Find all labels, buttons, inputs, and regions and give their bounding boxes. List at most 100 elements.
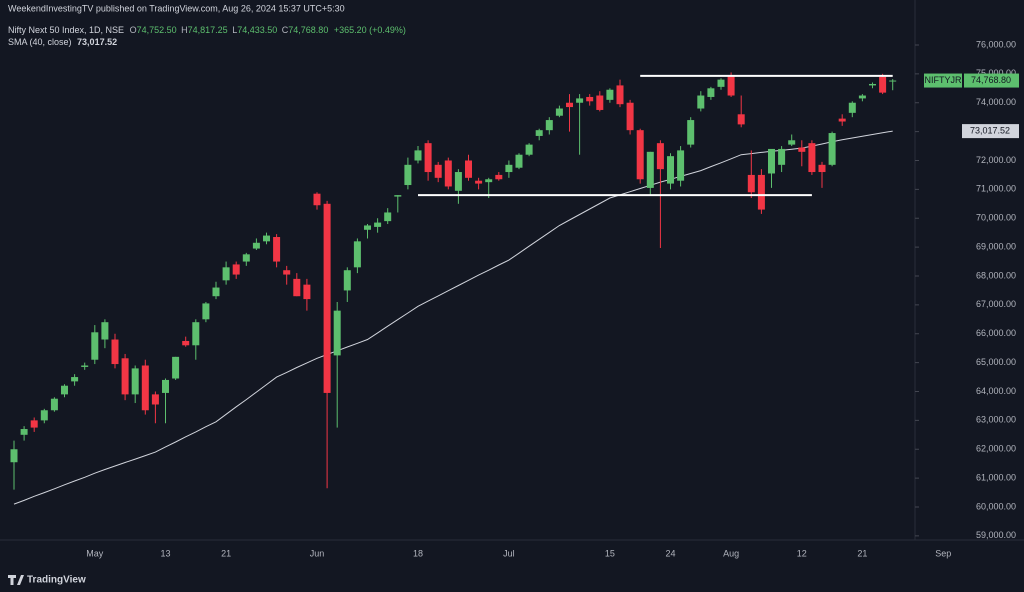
candle-body bbox=[242, 254, 250, 262]
y-tick-label: 64,000.00 bbox=[976, 386, 1016, 396]
publish-header: WeekendInvestingTV published on TradingV… bbox=[8, 3, 345, 13]
candle-body bbox=[273, 237, 281, 262]
candle-body bbox=[151, 394, 159, 405]
x-tick-label: May bbox=[86, 548, 104, 558]
candle-body bbox=[697, 95, 705, 109]
candle-body bbox=[374, 222, 382, 227]
candle-body bbox=[869, 83, 876, 86]
y-tick-label: 72,000.00 bbox=[976, 155, 1016, 165]
candle-body bbox=[727, 75, 735, 96]
symbol-label: NIFTYJR bbox=[925, 75, 962, 85]
y-tick-label: 76,000.00 bbox=[976, 39, 1016, 49]
sma-legend: SMA (40, close) 73,017.52 bbox=[8, 37, 117, 47]
y-tick-label: 67,000.00 bbox=[976, 299, 1016, 309]
candle-body bbox=[505, 164, 513, 173]
candle-body bbox=[232, 264, 240, 275]
candle-body bbox=[656, 143, 664, 170]
candle-body bbox=[747, 174, 755, 193]
y-tick-label: 59,000.00 bbox=[976, 530, 1016, 540]
ohlc-key: C bbox=[282, 25, 289, 35]
x-tick-label: 13 bbox=[160, 548, 170, 558]
candle-body bbox=[636, 130, 644, 180]
ohlc-key: O bbox=[130, 25, 137, 35]
candle-body bbox=[212, 287, 220, 297]
candle-body bbox=[535, 130, 543, 136]
candle-body bbox=[50, 398, 58, 411]
candle-body bbox=[364, 225, 371, 230]
candle-body bbox=[81, 365, 89, 367]
candle-body bbox=[879, 76, 887, 93]
candle-body bbox=[717, 79, 725, 87]
candle-body bbox=[384, 212, 392, 222]
candle-body bbox=[858, 95, 866, 99]
candle-body bbox=[495, 174, 503, 180]
candle-body bbox=[545, 120, 553, 131]
candle-body bbox=[454, 172, 462, 191]
symbol-badge bbox=[924, 73, 962, 88]
candle-body bbox=[414, 150, 422, 161]
candle-body bbox=[141, 365, 149, 411]
candle-body bbox=[707, 88, 715, 97]
x-tick-label: 12 bbox=[797, 548, 807, 558]
candle-body bbox=[303, 284, 311, 300]
candle-body bbox=[91, 332, 99, 360]
logo-icon bbox=[8, 575, 24, 585]
candle-body bbox=[596, 95, 604, 110]
candle-body bbox=[343, 270, 351, 291]
y-tick-label: 69,000.00 bbox=[976, 241, 1016, 251]
y-tick-label: 70,000.00 bbox=[976, 213, 1016, 223]
candle-body bbox=[323, 203, 331, 393]
x-tick-label: Jun bbox=[310, 548, 325, 558]
candle-body bbox=[222, 267, 230, 281]
candle-body bbox=[768, 148, 775, 174]
y-tick-label: 61,000.00 bbox=[976, 472, 1016, 482]
candle-body bbox=[606, 89, 614, 100]
candle-body bbox=[424, 143, 432, 173]
candle-body bbox=[283, 270, 291, 275]
x-tick-label: 21 bbox=[857, 548, 867, 558]
candle-body bbox=[475, 180, 483, 184]
candle-body bbox=[293, 278, 301, 297]
candle-body bbox=[515, 154, 523, 168]
y-tick-label: 65,000.00 bbox=[976, 357, 1016, 367]
footer-text: TradingView bbox=[27, 575, 86, 586]
candle-body bbox=[828, 133, 836, 165]
ohlc-value: 74,817.25 bbox=[188, 25, 228, 35]
candle-body bbox=[101, 322, 109, 340]
sma-price-label: 73,017.52 bbox=[970, 125, 1010, 135]
ohlc-value: 74,752.50 bbox=[137, 25, 177, 35]
candle-body bbox=[202, 303, 210, 320]
candle-body bbox=[889, 80, 897, 82]
y-tick-label: 68,000.00 bbox=[976, 270, 1016, 280]
y-tick-label: 71,000.00 bbox=[976, 184, 1016, 194]
candle-body bbox=[798, 147, 806, 152]
x-tick-label: 21 bbox=[221, 548, 231, 558]
symbol-legend: Nifty Next 50 Index, 1D, NSE O74,752.50 … bbox=[8, 25, 406, 35]
x-tick-label: 15 bbox=[605, 548, 615, 558]
x-tick-label: Jul bbox=[503, 548, 515, 558]
candle-body bbox=[525, 144, 533, 155]
candle-body bbox=[808, 143, 816, 173]
y-tick-label: 60,000.00 bbox=[976, 501, 1016, 511]
candle-body bbox=[566, 102, 573, 108]
candle-body bbox=[737, 114, 745, 125]
candle-body bbox=[394, 195, 402, 197]
candle-body bbox=[111, 339, 119, 365]
candle-body bbox=[10, 449, 18, 463]
x-tick-label: Aug bbox=[723, 548, 739, 558]
candle-body bbox=[848, 102, 856, 113]
y-tick-label: 66,000.00 bbox=[976, 328, 1016, 338]
last-price-badge bbox=[964, 73, 1019, 88]
candle-body bbox=[778, 148, 786, 165]
candle-body bbox=[646, 151, 654, 188]
candle-body bbox=[131, 368, 139, 395]
sma-value: 73,017.52 bbox=[77, 37, 117, 47]
sma-name: SMA (40, close) bbox=[8, 37, 72, 47]
candle-body bbox=[626, 102, 634, 131]
candle-body bbox=[404, 164, 412, 186]
candle-body bbox=[252, 242, 260, 249]
ohlc-value: 74,433.50 bbox=[237, 25, 277, 35]
legend-title: Nifty Next 50 Index, 1D, NSE bbox=[8, 25, 124, 35]
